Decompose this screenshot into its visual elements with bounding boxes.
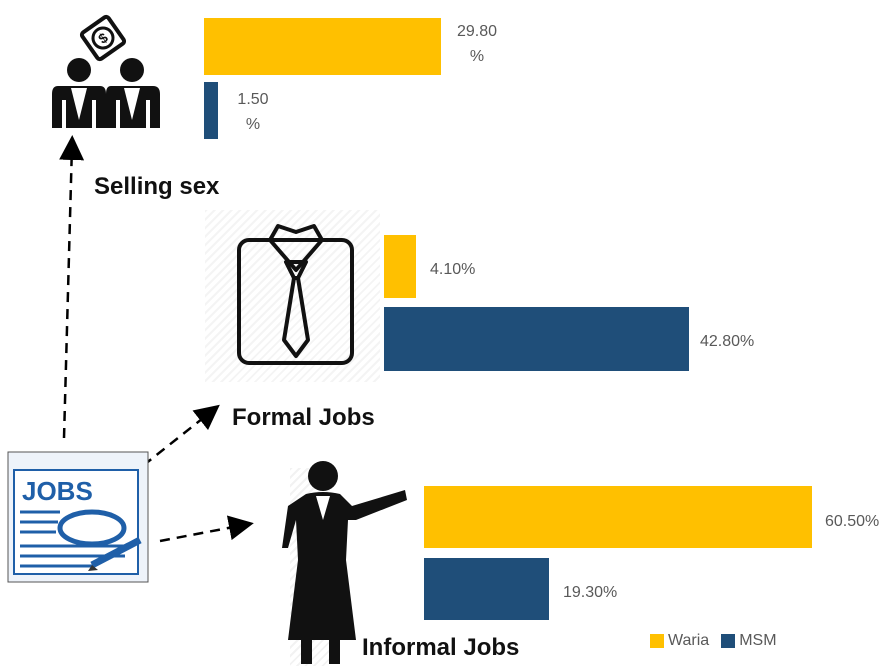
legend-item-waria: Waria — [650, 632, 709, 650]
bar-formal-jobs-waria — [384, 235, 416, 298]
data-label-selling-sex-waria: 29.80% — [456, 23, 498, 65]
legend-swatch-waria — [650, 634, 664, 648]
category-label-informal-jobs: Informal Jobs — [362, 634, 520, 661]
shirt-tie-icon — [237, 224, 354, 365]
data-label-formal-jobs-msm: 42.80% — [700, 333, 755, 350]
data-label-informal-jobs-waria: 60.50% — [825, 513, 880, 530]
legend-label-waria: Waria — [668, 632, 710, 649]
bar-informal-jobs-waria — [424, 486, 812, 548]
data-label-selling-sex-msm: 1.50% — [237, 91, 269, 133]
bar-formal-jobs-msm — [384, 307, 689, 371]
category-label-formal-jobs: Formal Jobs — [232, 404, 375, 431]
legend-item-msm: MSM — [721, 632, 777, 650]
arrow-to-selling-sex — [59, 135, 85, 439]
jobs-newspaper-icon: JOBS — [7, 451, 149, 583]
legend-swatch-msm — [721, 634, 736, 648]
presenting-person-icon — [282, 461, 407, 664]
svg-text:JOBS: JOBS — [22, 476, 93, 506]
bar-selling-sex-msm — [204, 82, 218, 139]
bar-informal-jobs-msm — [424, 558, 549, 620]
arrow-to-informal-jobs — [159, 515, 254, 543]
legend-label-msm: MSM — [739, 632, 777, 649]
category-label-selling-sex: Selling sex — [94, 173, 220, 200]
people-money-icon: $ — [52, 14, 160, 128]
data-label-informal-jobs-msm: 19.30% — [563, 584, 618, 601]
bar-selling-sex-waria — [204, 18, 441, 75]
legend: Waria MSM — [650, 632, 789, 650]
data-label-formal-jobs-waria: 4.10% — [430, 261, 476, 278]
